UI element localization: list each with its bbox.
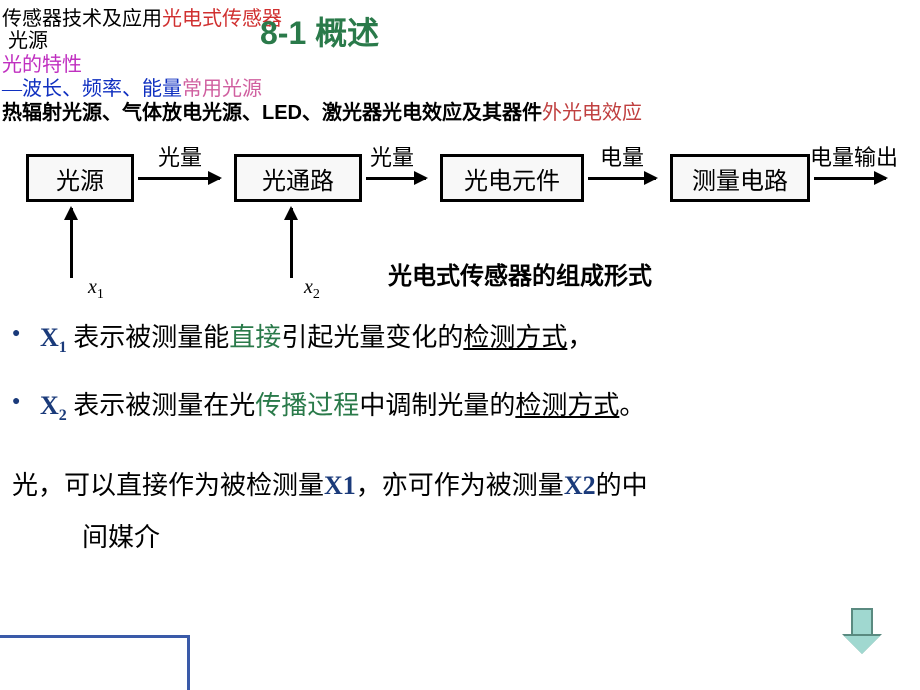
x1-var: X1 (40, 323, 67, 352)
b2-t1: 表示被测量在光 (67, 391, 256, 420)
line5-seg2: 光电效应及其器件 (382, 102, 542, 124)
bullet-item-x2: X2 表示被测量在光传播过程中调制光量的检测方式。 (12, 388, 892, 428)
arrow-2-3 (366, 177, 426, 180)
arrow-label-34: 电量 (600, 140, 644, 172)
arrow-x2 (290, 208, 293, 278)
b1-t1: 表示被测量能 (67, 323, 230, 352)
diagram-box-element: 光电元件 (440, 154, 584, 202)
bullet-item-x1: X1 表示被测量能直接引起光量变化的检测方式， (12, 320, 892, 360)
line5-seg3: 外光电效应 (542, 102, 642, 124)
diagram-caption: 光电式传感器的组成形式 (388, 256, 652, 291)
block-diagram: 光源 光通路 光电元件 测量电路 光量 光量 电量 电量输出 x1 x2 光电式… (10, 138, 910, 313)
x2-var: X2 (40, 391, 67, 420)
next-page-arrow-icon[interactable] (851, 608, 880, 654)
b2-under: 检测方式 (515, 391, 619, 420)
x1-label: x1 (88, 276, 104, 303)
diagram-box-source: 光源 (26, 154, 134, 202)
body-t4: 间媒介 (12, 512, 892, 564)
arrow-label-out: 电量输出 (810, 140, 898, 172)
arrow-3-4 (588, 177, 656, 180)
b2-green: 传播过程 (255, 391, 359, 420)
diagram-box-circuit: 测量电路 (670, 154, 810, 202)
diagram-box-path: 光通路 (234, 154, 362, 202)
b1-under: 检测方式 (463, 323, 567, 352)
body-t1: 光，可以直接作为被检测量 (12, 471, 324, 500)
line5-seg1: 热辐射光源、气体放电光源、LED、激光器 (2, 102, 382, 124)
section-title: 8-1 概述 (260, 8, 379, 54)
b1-green: 直接 (229, 323, 281, 352)
x2-label: x2 (304, 276, 320, 303)
body-t2: ，亦可作为被测量 (356, 471, 564, 500)
body-paragraph: 光，可以直接作为被检测量X1，亦可作为被测量X2的中 间媒介 (12, 460, 892, 564)
arrow-x1 (70, 208, 73, 278)
body-x1: X1 (324, 471, 356, 500)
bullet-list: X1 表示被测量能直接引起光量变化的检测方式， X2 表示被测量在光传播过程中调… (12, 320, 892, 455)
arrow-label-23: 光量 (370, 140, 414, 172)
arrow-label-12: 光量 (158, 140, 202, 172)
b1-end: ， (567, 323, 593, 352)
arrow-out (814, 177, 886, 180)
b2-end: 。 (619, 391, 645, 420)
line-light-sources: 热辐射光源、气体放电光源、LED、激光器光电效应及其器件外光电效应 (2, 96, 642, 125)
b2-t2: 中调制光量的 (359, 391, 515, 420)
arrow-1-2 (138, 177, 220, 180)
footer-frame (0, 635, 190, 690)
b1-t2: 引起光量变化的 (281, 323, 463, 352)
body-x2: X2 (564, 471, 596, 500)
body-t3: 的中 (596, 471, 648, 500)
